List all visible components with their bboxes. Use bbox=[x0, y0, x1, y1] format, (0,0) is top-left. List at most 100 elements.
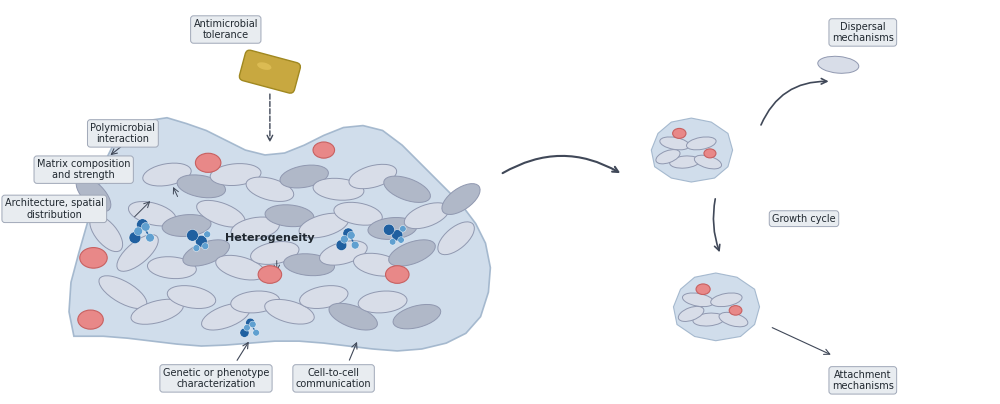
Ellipse shape bbox=[99, 276, 147, 309]
Ellipse shape bbox=[358, 291, 407, 313]
Ellipse shape bbox=[246, 177, 294, 202]
Ellipse shape bbox=[195, 153, 221, 173]
Polygon shape bbox=[69, 118, 490, 351]
Ellipse shape bbox=[313, 178, 364, 200]
Ellipse shape bbox=[400, 225, 406, 232]
Ellipse shape bbox=[195, 235, 207, 247]
Ellipse shape bbox=[442, 184, 480, 215]
Ellipse shape bbox=[204, 231, 211, 238]
Ellipse shape bbox=[210, 164, 261, 185]
Ellipse shape bbox=[389, 239, 396, 245]
Ellipse shape bbox=[660, 137, 689, 150]
Ellipse shape bbox=[398, 237, 404, 243]
Text: Growth cycle: Growth cycle bbox=[772, 214, 836, 224]
Ellipse shape bbox=[393, 305, 441, 329]
Ellipse shape bbox=[258, 266, 282, 283]
Ellipse shape bbox=[231, 217, 279, 240]
Text: Genetic or phenotype
characterization: Genetic or phenotype characterization bbox=[163, 368, 269, 389]
Ellipse shape bbox=[162, 215, 211, 236]
Ellipse shape bbox=[265, 299, 314, 324]
Text: Attachment
mechanisms: Attachment mechanisms bbox=[832, 370, 894, 391]
Ellipse shape bbox=[686, 137, 716, 150]
Ellipse shape bbox=[146, 234, 154, 242]
Ellipse shape bbox=[265, 205, 314, 227]
Ellipse shape bbox=[80, 248, 107, 268]
Text: Polymicrobial
interaction: Polymicrobial interaction bbox=[90, 122, 155, 144]
Ellipse shape bbox=[257, 62, 271, 70]
Ellipse shape bbox=[280, 165, 328, 188]
Ellipse shape bbox=[76, 177, 111, 212]
Ellipse shape bbox=[383, 224, 394, 235]
Ellipse shape bbox=[141, 223, 150, 231]
Ellipse shape bbox=[353, 253, 402, 276]
Ellipse shape bbox=[134, 227, 142, 236]
Ellipse shape bbox=[678, 306, 704, 322]
Ellipse shape bbox=[392, 230, 403, 241]
Text: Architecture, spatial
distribution: Architecture, spatial distribution bbox=[5, 198, 104, 220]
Ellipse shape bbox=[389, 240, 435, 266]
Ellipse shape bbox=[251, 242, 299, 264]
Ellipse shape bbox=[193, 245, 200, 252]
Ellipse shape bbox=[90, 215, 123, 252]
Ellipse shape bbox=[368, 217, 417, 240]
Ellipse shape bbox=[349, 164, 397, 189]
Ellipse shape bbox=[128, 202, 176, 226]
Ellipse shape bbox=[818, 56, 859, 73]
Ellipse shape bbox=[202, 303, 250, 330]
Ellipse shape bbox=[187, 229, 198, 241]
Ellipse shape bbox=[143, 163, 191, 186]
Ellipse shape bbox=[129, 232, 141, 244]
Ellipse shape bbox=[240, 328, 249, 337]
Ellipse shape bbox=[299, 213, 349, 238]
Ellipse shape bbox=[670, 156, 700, 168]
Ellipse shape bbox=[711, 293, 742, 307]
Ellipse shape bbox=[438, 222, 474, 255]
Ellipse shape bbox=[673, 128, 686, 139]
Ellipse shape bbox=[343, 228, 354, 239]
Ellipse shape bbox=[231, 291, 280, 313]
Ellipse shape bbox=[682, 293, 714, 307]
Ellipse shape bbox=[202, 243, 209, 250]
Text: Matrix composition
and strength: Matrix composition and strength bbox=[37, 159, 130, 181]
Ellipse shape bbox=[197, 200, 245, 227]
Ellipse shape bbox=[167, 286, 216, 309]
Polygon shape bbox=[673, 273, 760, 341]
Ellipse shape bbox=[694, 155, 722, 169]
Ellipse shape bbox=[78, 310, 103, 329]
Ellipse shape bbox=[284, 254, 334, 276]
Ellipse shape bbox=[117, 235, 158, 271]
Ellipse shape bbox=[249, 321, 256, 328]
Ellipse shape bbox=[404, 203, 449, 229]
Ellipse shape bbox=[183, 240, 230, 266]
Ellipse shape bbox=[244, 324, 250, 331]
Ellipse shape bbox=[704, 149, 716, 158]
Ellipse shape bbox=[729, 306, 742, 315]
Ellipse shape bbox=[693, 313, 725, 326]
Text: Heterogeneity: Heterogeneity bbox=[225, 233, 315, 243]
Ellipse shape bbox=[147, 257, 196, 279]
Ellipse shape bbox=[336, 240, 347, 250]
Ellipse shape bbox=[351, 241, 359, 249]
Ellipse shape bbox=[334, 202, 382, 225]
Ellipse shape bbox=[246, 318, 255, 327]
Ellipse shape bbox=[253, 329, 259, 336]
Ellipse shape bbox=[216, 255, 265, 280]
Ellipse shape bbox=[300, 286, 348, 309]
Ellipse shape bbox=[177, 175, 225, 198]
Ellipse shape bbox=[137, 219, 148, 231]
Ellipse shape bbox=[131, 299, 183, 324]
Ellipse shape bbox=[696, 284, 710, 295]
Text: Antimicrobial
tolerance: Antimicrobial tolerance bbox=[194, 19, 258, 40]
Ellipse shape bbox=[313, 142, 335, 158]
Polygon shape bbox=[651, 118, 733, 182]
Ellipse shape bbox=[719, 312, 748, 327]
Ellipse shape bbox=[656, 149, 680, 164]
FancyBboxPatch shape bbox=[239, 50, 300, 93]
Ellipse shape bbox=[320, 241, 367, 265]
Ellipse shape bbox=[329, 303, 377, 330]
Ellipse shape bbox=[347, 231, 355, 239]
Ellipse shape bbox=[340, 235, 348, 243]
Ellipse shape bbox=[386, 266, 409, 283]
Text: Dispersal
mechanisms: Dispersal mechanisms bbox=[832, 22, 894, 43]
Text: Cell-to-cell
communication: Cell-to-cell communication bbox=[296, 368, 371, 389]
